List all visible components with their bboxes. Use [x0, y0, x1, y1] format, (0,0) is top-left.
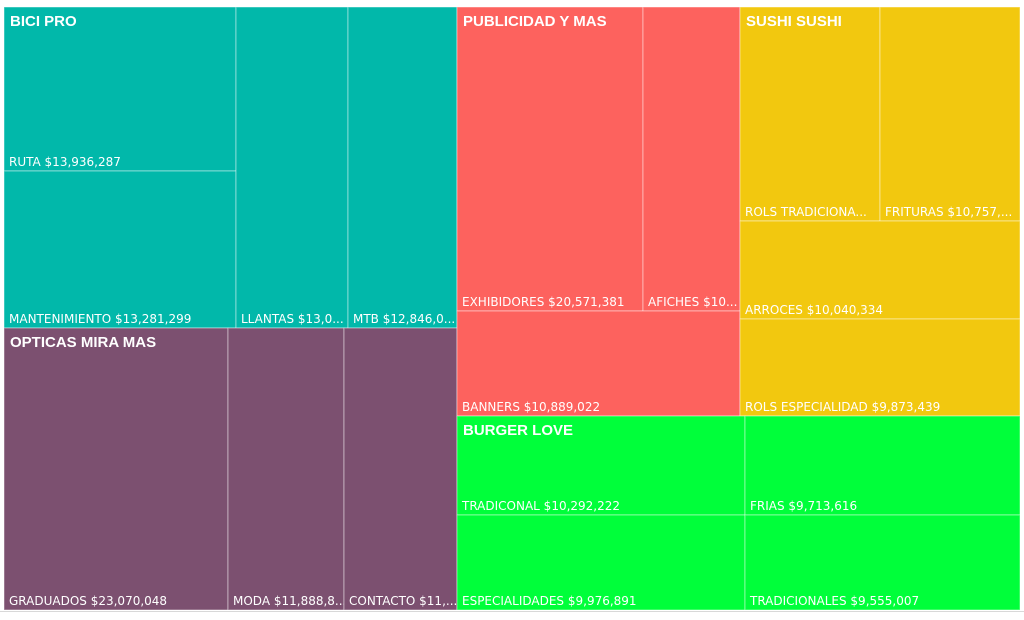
- treemap-cell-bici-pro-2[interactable]: [3, 170, 237, 329]
- treemap-cell-publicidad-y-mas-3[interactable]: [456, 310, 741, 417]
- group-title-publicidad-y-mas: PUBLICIDAD Y MAS: [463, 13, 607, 30]
- cell-label: AFICHES $10...: [648, 295, 737, 309]
- treemap-cell-opticas-mira-mas-1[interactable]: [3, 327, 229, 611]
- cell-label: BANNERS $10,889,022: [462, 400, 600, 414]
- treemap-cell-burger-love-4[interactable]: [744, 514, 1021, 611]
- treemap-cell-burger-love-1[interactable]: [456, 415, 746, 516]
- treemap-cell-sushi-sushi-1[interactable]: [739, 6, 881, 222]
- cell-label: TRADICIONALES $9,555,007: [749, 594, 919, 608]
- group-title-burger-love: BURGER LOVE: [463, 422, 573, 439]
- cell-label: ROLS ESPECIALIDAD $9,873,439: [745, 400, 940, 414]
- cell-label: FRITURAS $10,757,...: [885, 205, 1012, 219]
- treemap-cell-opticas-mira-mas-2[interactable]: [227, 327, 345, 611]
- cell-label: MTB $12,846,0...: [353, 312, 455, 326]
- group-title-opticas-mira-mas: OPTICAS MIRA MAS: [10, 334, 156, 351]
- cell-label: MODA $11,888,8...: [233, 594, 346, 608]
- cell-label: GRADUADOS $23,070,048: [9, 594, 167, 608]
- cell-label: LLANTAS $13,0...: [241, 312, 344, 326]
- chart-bottom-border: [0, 611, 1024, 612]
- cell-label: ESPECIALIDADES $9,976,891: [462, 594, 637, 608]
- treemap-cell-sushi-sushi-3[interactable]: [739, 220, 1021, 320]
- treemap-cell-publicidad-y-mas-1[interactable]: [456, 6, 644, 312]
- treemap-cell-bici-pro-4[interactable]: [347, 6, 458, 329]
- treemap-cell-publicidad-y-mas-2[interactable]: [642, 6, 741, 312]
- group-title-sushi-sushi: SUSHI SUSHI: [746, 13, 842, 30]
- group-title-bici-pro: BICI PRO: [10, 13, 77, 30]
- cell-label: EXHIBIDORES $20,571,381: [462, 295, 625, 309]
- treemap-cell-sushi-sushi-4[interactable]: [739, 318, 1021, 417]
- treemap-cell-burger-love-2[interactable]: [456, 514, 746, 611]
- treemap-cell-sushi-sushi-2[interactable]: [879, 6, 1021, 222]
- treemap-cell-burger-love-3[interactable]: [744, 415, 1021, 516]
- cell-label: CONTACTO $11,...: [349, 594, 457, 608]
- cell-label: RUTA $13,936,287: [9, 155, 121, 169]
- treemap-cell-bici-pro-1[interactable]: [3, 6, 237, 172]
- cell-label: FRIAS $9,713,616: [750, 499, 857, 513]
- treemap-cell-bici-pro-3[interactable]: [235, 6, 349, 329]
- cell-label: TRADICONAL $10,292,222: [461, 499, 620, 513]
- cell-label: MANTENIMIENTO $13,281,299: [9, 312, 191, 326]
- treemap-cell-opticas-mira-mas-3[interactable]: [343, 327, 458, 611]
- treemap-cells: RUTA $13,936,287 MANTENIMIENTO $13,281,29…: [3, 6, 1021, 611]
- cell-label: ROLS TRADICIONA...: [745, 205, 867, 219]
- cell-label: ARROCES $10,040,334: [745, 303, 883, 317]
- treemap-group-titles: BICI PRO OPTICAS MIRA MAS PUBLICIDAD Y MAS…: [10, 13, 842, 439]
